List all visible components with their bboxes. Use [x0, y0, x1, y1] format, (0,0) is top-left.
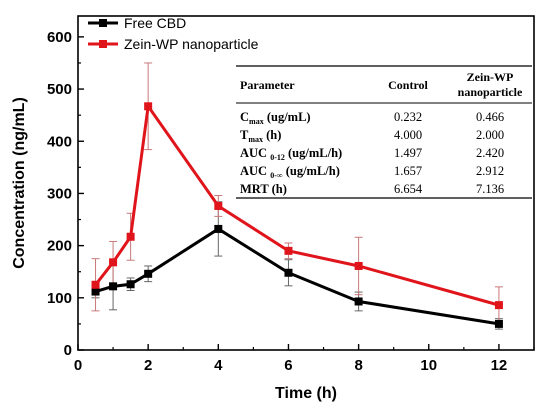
x-axis-title: Time (h): [275, 385, 337, 402]
table-row-zein-wp: 7.136: [476, 182, 504, 196]
table-header-parameter: Parameter: [240, 78, 295, 92]
x-tick-label: 8: [354, 357, 362, 374]
table-row-parameter: AUC 0-12 (ug/mL/h): [240, 146, 342, 162]
table-row-control: 4.000: [394, 128, 422, 142]
legend-marker-free-cbd: [99, 19, 107, 27]
data-point-zein-wp: [494, 301, 503, 310]
data-point-free-cbd: [91, 287, 100, 296]
y-tick-label: 300: [47, 185, 72, 202]
data-point-free-cbd: [494, 319, 503, 328]
table-row-control: 6.654: [394, 182, 423, 196]
y-tick-label: 500: [47, 81, 72, 98]
table-row-zein-wp: 2.912: [476, 164, 504, 178]
table-row-zein-wp: 0.466: [476, 110, 504, 124]
data-point-zein-wp: [144, 102, 153, 111]
x-tick-label: 4: [214, 357, 223, 374]
x-tick-label: 2: [144, 357, 152, 374]
data-point-zein-wp: [109, 258, 118, 267]
y-tick-label: 0: [64, 342, 72, 359]
table-row-control: 1.657: [394, 164, 422, 178]
x-tick-label: 6: [284, 357, 292, 374]
table-row-parameter: AUC 0-∞ (ug/mL/h): [240, 164, 340, 180]
data-point-zein-wp: [284, 246, 293, 255]
table-row-parameter: MRT (h): [240, 182, 287, 196]
x-tick-label: 10: [420, 357, 437, 374]
data-point-zein-wp: [214, 201, 223, 210]
data-point-free-cbd: [284, 268, 293, 277]
table-row-control: 1.497: [394, 146, 422, 160]
y-tick-label: 100: [47, 290, 72, 307]
parameter-table: Parameter Control Zein-WP nanoparticle C…: [236, 64, 532, 199]
y-tick-label: 400: [47, 133, 72, 150]
data-point-zein-wp: [91, 280, 100, 289]
y-axis-title: Concentration (ng/mL): [11, 97, 28, 269]
y-tick-label: 600: [47, 29, 72, 46]
data-point-free-cbd: [354, 297, 363, 306]
legend-label-zein-wp: Zein-WP nanoparticle: [124, 36, 259, 52]
legend-label-free-cbd: Free CBD: [124, 15, 186, 31]
legend-marker-zein-wp: [99, 40, 107, 48]
axis-ticks: 0 2 4 6 8 10 12 0 100 200 300 400 500 600: [47, 29, 535, 374]
data-point-free-cbd: [109, 282, 118, 291]
table-rows: Cmax (ug/mL) 0.232 0.466 Tmax (h) 4.000 2.000…: [240, 110, 504, 196]
table-row-zein-wp: 2.000: [476, 128, 504, 142]
table-header-control: Control: [388, 78, 428, 92]
table-row-parameter: Tmax (h): [240, 128, 281, 144]
data-point-free-cbd: [144, 269, 153, 278]
series-line-free-cbd: [95, 227, 500, 326]
data-point-zein-wp: [126, 232, 135, 241]
y-tick-label: 200: [47, 238, 72, 255]
table-header-zein-wp: Zein-WP: [467, 70, 514, 84]
data-point-free-cbd: [214, 224, 223, 233]
table-row-zein-wp: 2.420: [476, 146, 504, 160]
table-background: [236, 64, 532, 198]
table-header-nanoparticle: nanoparticle: [458, 85, 523, 99]
series-line-zein-wp: [94, 104, 500, 307]
table-row-control: 0.232: [394, 110, 422, 124]
plot-frame: [77, 15, 535, 351]
data-point-free-cbd: [126, 280, 135, 289]
legend: Free CBD Zein-WP nanoparticle: [88, 15, 259, 52]
x-tick-label: 0: [74, 357, 82, 374]
data-points: [91, 102, 503, 328]
x-tick-label: 12: [491, 357, 508, 374]
table-row-parameter: Cmax (ug/mL): [240, 110, 311, 126]
data-point-zein-wp: [354, 261, 363, 270]
